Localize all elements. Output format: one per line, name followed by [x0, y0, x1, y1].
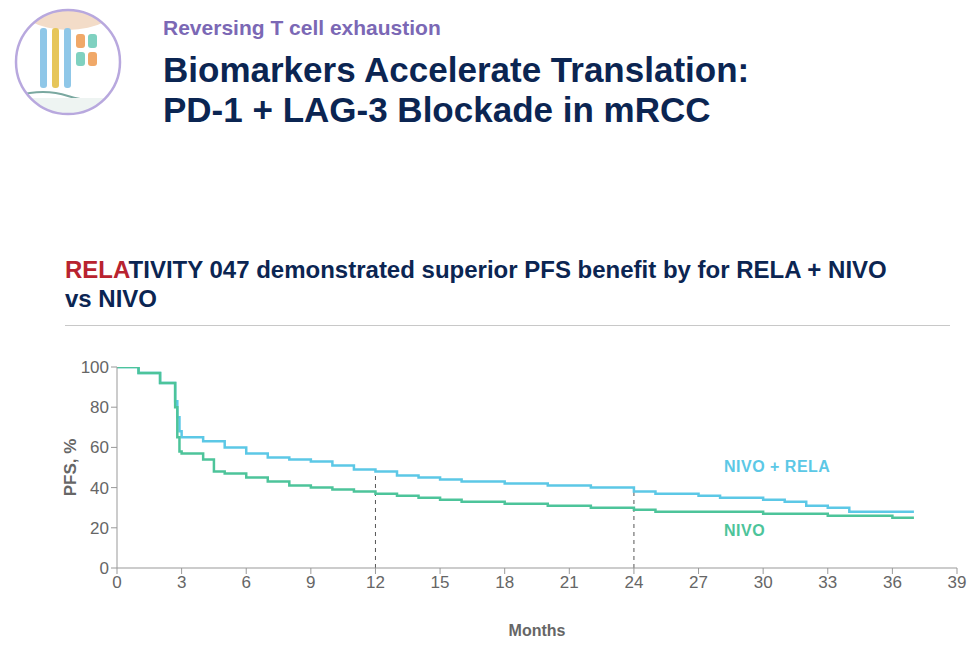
svg-text:PFS, %: PFS, %: [61, 439, 80, 497]
svg-text:15: 15: [431, 573, 450, 592]
svg-text:27: 27: [689, 573, 708, 592]
svg-text:24: 24: [624, 573, 643, 592]
html-text:Biomarkers Accelerate Translat: Biomarkers Accelerate Translation:: [163, 50, 750, 89]
html-text:RELA TIVITY 047 demonstrated s: RELA TIVITY 047 demonstrated superior PF…: [65, 256, 887, 312]
svg-text:20: 20: [90, 519, 109, 538]
html-text:Reversing T cell exhaustion: Reversing T cell exhaustion: [163, 16, 441, 39]
svg-text:36: 36: [883, 573, 902, 592]
svg-text:Months: Months: [509, 622, 566, 639]
svg-text:21: 21: [560, 573, 579, 592]
svg-text:18: 18: [495, 573, 514, 592]
svg-text:33: 33: [818, 573, 837, 592]
svg-text:9: 9: [306, 573, 315, 592]
html-text:PD-1 + LAG-3 Blockade in mRCC: PD-1 + LAG-3 Blockade in mRCC: [163, 90, 711, 129]
svg-text:12: 12: [366, 573, 385, 592]
svg-text:39: 39: [948, 573, 967, 592]
html-text:NIVO + RELA: NIVO + RELA: [724, 458, 831, 475]
svg-text:100: 100: [81, 358, 109, 377]
svg-text:0: 0: [100, 559, 109, 578]
svg-text:3: 3: [177, 573, 186, 592]
svg-text:80: 80: [90, 398, 109, 417]
html-text:NIVO: NIVO: [724, 522, 766, 539]
svg-text:60: 60: [90, 438, 109, 457]
svg-text:30: 30: [754, 573, 773, 592]
svg-text:0: 0: [112, 573, 121, 592]
svg-text:40: 40: [90, 479, 109, 498]
svg-text:6: 6: [241, 573, 250, 592]
